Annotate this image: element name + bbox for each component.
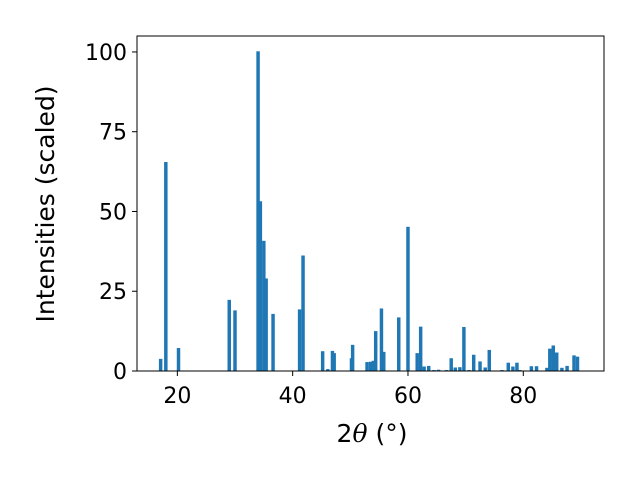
bar xyxy=(548,348,552,371)
y-axis-ticks: 0 25 50 75 100 xyxy=(85,41,137,385)
bar xyxy=(368,361,373,371)
bar xyxy=(371,360,376,371)
bar xyxy=(379,308,384,371)
bar xyxy=(534,366,539,371)
bar xyxy=(233,310,237,371)
bar xyxy=(427,365,431,371)
bar xyxy=(422,366,426,371)
x-axis-label-symbol: θ xyxy=(352,419,367,448)
x-tick-label: 80 xyxy=(509,384,537,409)
bar xyxy=(515,362,519,371)
bar xyxy=(418,326,423,371)
bar xyxy=(483,367,487,371)
bar xyxy=(406,226,410,371)
bar xyxy=(529,366,534,371)
bar xyxy=(350,344,355,371)
bar xyxy=(256,51,260,372)
bar xyxy=(297,309,302,371)
bar xyxy=(176,348,181,371)
bar xyxy=(506,362,511,371)
bar xyxy=(365,362,369,371)
y-tick-label: 0 xyxy=(113,360,127,385)
bar xyxy=(487,349,491,371)
bar xyxy=(332,353,336,371)
bar xyxy=(415,353,419,371)
bar xyxy=(551,345,555,371)
x-axis-label-prefix: 2 xyxy=(337,419,353,448)
x-tick-label: 20 xyxy=(163,384,191,409)
bar xyxy=(373,331,378,371)
x-axis-label: 2θ (°) xyxy=(337,419,408,448)
bar xyxy=(382,351,386,371)
y-axis-label: Intensities (scaled) xyxy=(31,85,60,322)
bar xyxy=(462,326,466,371)
x-axis-label-suffix: (°) xyxy=(368,419,408,448)
bar xyxy=(227,299,231,371)
bar xyxy=(554,352,559,371)
bar xyxy=(164,162,168,371)
x-axis-ticks: 20 40 60 80 xyxy=(163,371,537,409)
bar xyxy=(572,355,576,371)
bar xyxy=(453,367,457,371)
bar xyxy=(301,255,305,371)
bar xyxy=(458,367,462,371)
bar xyxy=(511,366,515,371)
y-tick-label: 25 xyxy=(99,280,127,305)
bar xyxy=(565,365,569,371)
bar xyxy=(449,358,453,371)
bar xyxy=(262,240,266,371)
y-tick-label: 75 xyxy=(99,121,127,146)
bar xyxy=(471,354,476,371)
bar xyxy=(436,369,441,371)
plot-frame xyxy=(136,35,605,372)
bar xyxy=(545,367,549,371)
y-tick-label: 100 xyxy=(85,41,127,66)
y-tick-label: 50 xyxy=(99,200,127,225)
x-tick-label: 60 xyxy=(394,384,422,409)
bar xyxy=(397,317,401,371)
bar xyxy=(320,351,325,371)
bar xyxy=(478,361,482,371)
bar xyxy=(258,201,263,371)
bar xyxy=(264,278,268,371)
bar xyxy=(271,313,275,371)
bar xyxy=(158,358,163,371)
x-tick-label: 40 xyxy=(279,384,307,409)
bar-series xyxy=(158,51,580,372)
bar xyxy=(575,356,580,371)
bar xyxy=(560,367,564,371)
bar xyxy=(326,369,330,371)
